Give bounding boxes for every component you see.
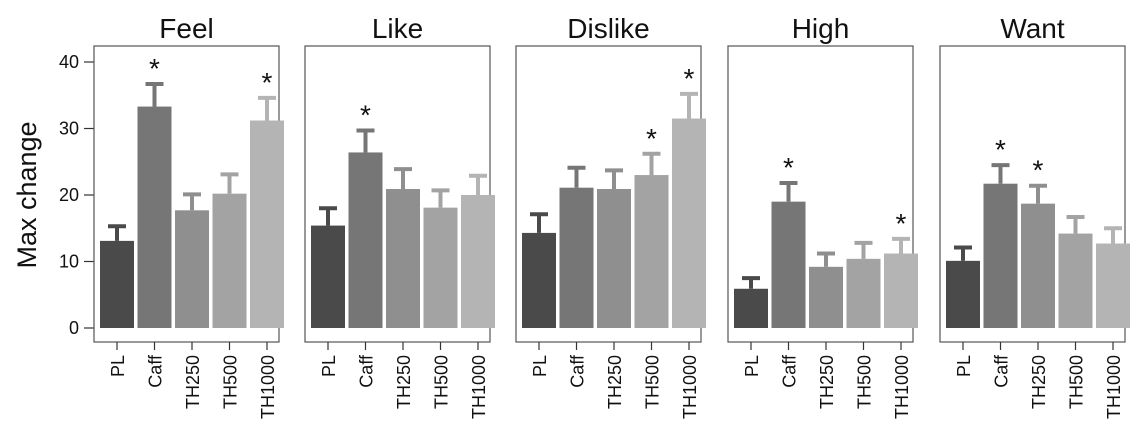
x-tick-label: PL bbox=[108, 355, 128, 377]
bar bbox=[559, 187, 594, 328]
bar bbox=[348, 152, 383, 328]
panel-like: Like PL * Caff TH250 TH500 TH1000 bbox=[304, 13, 495, 419]
bar bbox=[809, 266, 843, 328]
panel-title: High bbox=[792, 13, 850, 44]
bar bbox=[461, 195, 495, 328]
y-tick-label: 10 bbox=[59, 252, 79, 272]
y-axis-label: Max change bbox=[12, 121, 42, 268]
y-tick-label: 20 bbox=[59, 185, 79, 205]
panel-title: Feel bbox=[159, 13, 213, 44]
bar bbox=[212, 193, 247, 328]
bar bbox=[250, 120, 284, 329]
bar bbox=[597, 189, 631, 328]
x-tick-label: PL bbox=[954, 355, 974, 377]
bar bbox=[634, 175, 669, 328]
x-tick-label: TH500 bbox=[221, 355, 241, 409]
bar bbox=[522, 232, 556, 328]
panel-feel: Feel PL * Caff TH250 TH500 * TH1000 bbox=[93, 13, 284, 419]
panel-title: Dislike bbox=[567, 13, 649, 44]
bar bbox=[386, 189, 420, 328]
y-axis: 0 10 20 30 40 bbox=[59, 52, 94, 338]
significance-marker: * bbox=[1033, 155, 1044, 186]
significance-marker: * bbox=[149, 53, 160, 84]
panel-dislike: Dislike PL Caff TH250 * TH500 * TH1000 bbox=[515, 13, 706, 419]
panel-title: Want bbox=[1000, 13, 1065, 44]
x-tick-label: TH250 bbox=[817, 355, 837, 409]
x-tick-label: TH250 bbox=[183, 355, 203, 409]
x-tick-label: PL bbox=[319, 355, 339, 377]
y-tick-label: 30 bbox=[59, 119, 79, 139]
significance-marker: * bbox=[995, 134, 1006, 165]
bar bbox=[100, 240, 134, 328]
panel-high: High PL * Caff TH250 TH500 * TH1000 bbox=[727, 13, 918, 419]
x-tick-label: Caff bbox=[568, 354, 588, 388]
bar bbox=[884, 253, 918, 328]
x-tick-label: Caff bbox=[992, 354, 1012, 388]
significance-marker: * bbox=[783, 152, 794, 183]
x-tick-label: TH250 bbox=[1029, 355, 1049, 409]
y-tick-label: 0 bbox=[69, 318, 79, 338]
x-tick-label: TH1000 bbox=[1104, 355, 1124, 419]
bar bbox=[137, 106, 172, 329]
x-tick-label: TH500 bbox=[855, 355, 875, 409]
bar bbox=[423, 207, 458, 328]
x-tick-label: Caff bbox=[357, 354, 377, 388]
bar bbox=[771, 201, 806, 328]
bar bbox=[672, 118, 706, 329]
x-tick-label: Caff bbox=[146, 354, 166, 388]
bar bbox=[175, 210, 209, 328]
x-tick-label: TH250 bbox=[605, 355, 625, 409]
x-tick-label: TH1000 bbox=[892, 355, 912, 419]
significance-marker: * bbox=[360, 99, 371, 130]
bar bbox=[1021, 203, 1055, 328]
x-tick-label: TH500 bbox=[1067, 355, 1087, 409]
x-tick-label: TH250 bbox=[394, 355, 414, 409]
panel-want: Want PL * Caff * TH250 TH500 TH1000 bbox=[939, 13, 1130, 419]
bar bbox=[311, 225, 345, 328]
bar bbox=[946, 260, 980, 328]
x-tick-label: PL bbox=[530, 355, 550, 377]
x-tick-label: PL bbox=[742, 355, 762, 377]
x-tick-label: TH1000 bbox=[258, 355, 278, 419]
x-tick-label: TH500 bbox=[432, 355, 452, 409]
bar bbox=[983, 183, 1018, 328]
x-tick-label: TH500 bbox=[643, 355, 663, 409]
bar bbox=[846, 258, 881, 328]
panel-title: Like bbox=[372, 13, 423, 44]
significance-marker: * bbox=[896, 208, 907, 239]
x-tick-label: TH1000 bbox=[680, 355, 700, 419]
bar bbox=[734, 288, 768, 328]
x-tick-label: TH1000 bbox=[469, 355, 489, 419]
x-tick-label: Caff bbox=[780, 354, 800, 388]
y-tick-label: 40 bbox=[59, 52, 79, 72]
bar bbox=[1058, 233, 1093, 328]
significance-marker: * bbox=[684, 63, 695, 94]
chart-panels: Feel PL * Caff TH250 TH500 * TH1000 Like PL * Caff T… bbox=[93, 13, 1130, 419]
bar bbox=[1096, 243, 1130, 328]
significance-marker: * bbox=[262, 67, 273, 98]
significance-marker: * bbox=[646, 123, 657, 154]
